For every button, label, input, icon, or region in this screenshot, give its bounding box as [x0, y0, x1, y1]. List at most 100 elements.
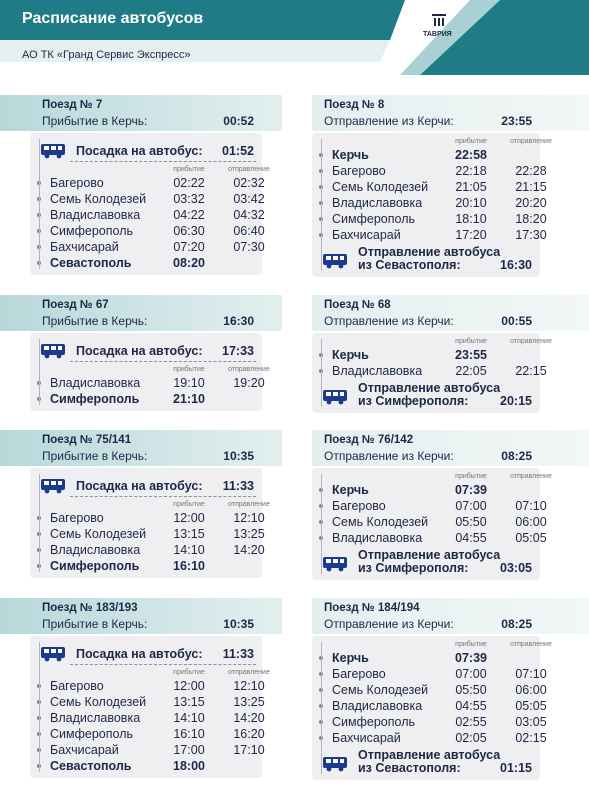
train-time: 08:25	[501, 617, 532, 631]
arrival-time: 21:05	[455, 180, 487, 194]
arrival-time: 18:00	[173, 759, 205, 773]
arrival-time: 12:00	[173, 511, 205, 525]
arrival-time: 05:50	[455, 683, 487, 697]
departure-time: 17:10	[233, 743, 265, 757]
arrival-time: 21:10	[173, 392, 205, 406]
departure-time: 03:42	[233, 192, 265, 206]
bus-icon	[40, 646, 66, 662]
arrival-time: 05:50	[455, 515, 487, 529]
column-header: отправление	[228, 501, 270, 508]
stop-name: Владиславовка	[50, 543, 141, 557]
stop-name: Симферополь	[50, 392, 140, 406]
departure-time: 20:20	[515, 196, 547, 210]
bus-departure-label: из Севастополя:	[358, 258, 461, 272]
column-header: прибытие	[455, 473, 487, 480]
header-band	[312, 295, 589, 331]
train-number: Поезд № 184/194	[324, 602, 420, 614]
stop-name: Багерово	[332, 499, 386, 513]
route-line	[320, 139, 322, 271]
departure-time: 13:25	[233, 695, 265, 709]
stop-name: Симферополь	[332, 715, 415, 729]
train-number: Поезд № 67	[42, 299, 109, 311]
departure-time: 07:10	[515, 667, 547, 681]
bus-time: 01:52	[222, 144, 254, 158]
departure-time: 02:15	[515, 731, 547, 745]
dashed-line	[70, 161, 256, 162]
bus-icon	[40, 343, 66, 359]
train-time: 00:52	[223, 114, 254, 128]
train-time: 10:35	[223, 449, 254, 463]
bus-departure-label: Отправление автобуса	[358, 748, 501, 762]
direction: Прибытие в Керчь:	[42, 114, 148, 128]
arrival-time: 17:20	[455, 228, 487, 242]
departure-time: 06:40	[233, 224, 265, 238]
card	[312, 636, 540, 780]
departure-time: 05:05	[515, 699, 547, 713]
bus-time: 03:05	[500, 561, 532, 575]
stop-name: Семь Колодезей	[332, 180, 429, 194]
stop-name: Севастополь	[50, 759, 132, 773]
bus-icon	[40, 478, 66, 494]
train-time: 00:55	[501, 314, 532, 328]
train-number: Поезд № 7	[42, 99, 103, 111]
stop-name: Владиславовка	[332, 699, 423, 713]
train-number: Поезд № 8	[324, 99, 385, 111]
stop-name: Керчь	[332, 148, 369, 162]
bus-departure-label: из Симферополя:	[358, 561, 469, 575]
route-line	[320, 474, 322, 574]
bus-time: 20:15	[500, 394, 532, 408]
stop-name: Семь Колодезей	[50, 527, 147, 541]
column-header: прибытие	[173, 501, 205, 508]
departure-time: 13:25	[233, 527, 265, 541]
route-line	[320, 339, 322, 407]
arrival-time: 04:55	[455, 699, 487, 713]
card	[312, 468, 540, 580]
stop-name: Багерово	[50, 679, 104, 693]
column-header: отправление	[510, 641, 552, 648]
bus-departure-label: Отправление автобуса	[358, 381, 501, 395]
stop-name: Багерово	[50, 511, 104, 525]
card	[30, 133, 262, 275]
departure-time: 14:20	[233, 711, 265, 725]
arrival-time: 14:10	[173, 543, 205, 557]
dashed-line	[70, 496, 256, 497]
arrival-time: 07:39	[455, 651, 487, 665]
departure-time: 03:05	[515, 715, 547, 729]
header-band	[312, 598, 589, 634]
bus-departure-label: Отправление автобуса	[358, 245, 501, 259]
departure-time: 12:10	[233, 679, 265, 693]
stop-name: Симферополь	[50, 727, 133, 741]
departure-time: 22:15	[515, 364, 547, 378]
departure-time: 22:28	[515, 164, 547, 178]
departure-time: 06:00	[515, 683, 547, 697]
column-header: отправление	[228, 366, 270, 373]
title: Расписание автобусов	[22, 10, 204, 27]
stop-name: Керчь	[332, 483, 369, 497]
column-header: отправление	[510, 338, 552, 345]
logo: ТАВРИЯ	[423, 31, 452, 38]
arrival-time: 20:10	[455, 196, 487, 210]
direction: Отправление из Керчи:	[324, 114, 454, 128]
column-header: прибытие	[173, 366, 205, 373]
departure-time: 07:30	[233, 240, 265, 254]
column-header: прибытие	[455, 641, 487, 648]
train-time: 10:35	[223, 617, 254, 631]
column-header: прибытие	[455, 138, 487, 145]
bus-departure-label: из Севастополя:	[358, 761, 461, 775]
departure-time: 02:32	[233, 176, 265, 190]
stop-name: Владиславовка	[332, 364, 423, 378]
departure-time: 06:00	[515, 515, 547, 529]
stop-name: Бахчисарай	[50, 743, 119, 757]
train-number: Поезд № 75/141	[42, 434, 132, 446]
train-time: 23:55	[501, 114, 532, 128]
direction: Отправление из Керчи:	[324, 449, 454, 463]
stop-name: Севастополь	[50, 256, 132, 270]
column-header: прибытие	[173, 669, 205, 676]
train-number: Поезд № 76/142	[324, 434, 414, 446]
header-band	[312, 95, 589, 131]
header-band	[0, 430, 282, 466]
arrival-time: 07:00	[455, 667, 487, 681]
departure-time: 18:20	[515, 212, 547, 226]
route-line	[38, 139, 40, 269]
stop-name: Владиславовка	[50, 376, 141, 390]
